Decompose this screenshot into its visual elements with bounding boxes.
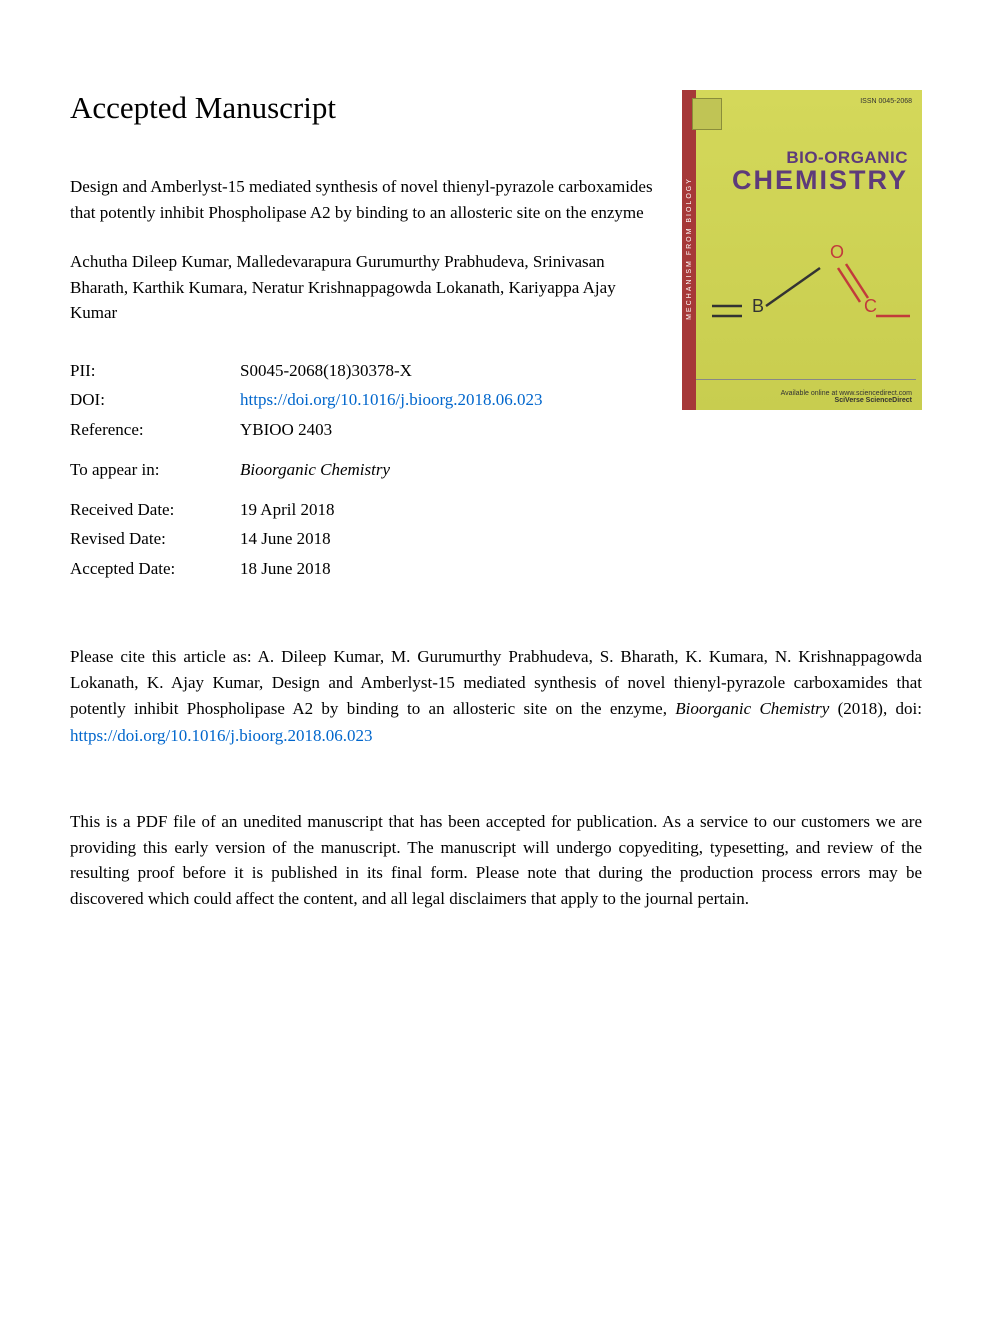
doi-link[interactable]: https://doi.org/10.1016/j.bioorg.2018.06…: [240, 385, 662, 415]
journal-cover: MECHANISM FROM BIOLOGY ISSN 0045-2068 BI…: [682, 90, 922, 410]
meta-value: Bioorganic Chemistry: [240, 455, 662, 485]
sd-logo-text: SciVerse ScienceDirect: [781, 397, 912, 404]
meta-label: PII:: [70, 356, 240, 386]
citation-text: Please cite this article as: A. Dileep K…: [70, 644, 922, 749]
spine-text: MECHANISM FROM BIOLOGY: [686, 166, 693, 331]
meta-row-accepted: Accepted Date: 18 June 2018: [70, 554, 662, 584]
meta-label: To appear in:: [70, 455, 240, 485]
disclaimer-text: This is a PDF file of an unedited manusc…: [70, 809, 922, 911]
meta-row-appear-in: To appear in: Bioorganic Chemistry: [70, 455, 662, 485]
svg-text:O: O: [830, 242, 844, 262]
authors: Achutha Dileep Kumar, Malledevarapura Gu…: [70, 249, 662, 326]
meta-label: Received Date:: [70, 495, 240, 525]
metadata-block: PII: S0045-2068(18)30378-X DOI: https://…: [70, 356, 662, 584]
journal-name: BIO-ORGANIC CHEMISTRY: [682, 130, 922, 194]
meta-value: 18 June 2018: [240, 554, 662, 584]
meta-label: Reference:: [70, 415, 240, 445]
meta-label: Accepted Date:: [70, 554, 240, 584]
citation-journal: Bioorganic Chemistry: [675, 699, 829, 718]
journal-chem: CHEMISTRY: [682, 168, 908, 194]
meta-value: 19 April 2018: [240, 495, 662, 525]
meta-row-received: Received Date: 19 April 2018: [70, 495, 662, 525]
page-heading: Accepted Manuscript: [70, 90, 662, 126]
meta-row-pii: PII: S0045-2068(18)30378-X: [70, 356, 662, 386]
meta-row-reference: Reference: YBIOO 2403: [70, 415, 662, 445]
svg-text:B: B: [752, 296, 764, 316]
meta-value: 14 June 2018: [240, 524, 662, 554]
cover-spine: MECHANISM FROM BIOLOGY: [682, 90, 696, 410]
citation-year: (2018), doi:: [829, 699, 922, 718]
cover-footer: Available online at www.sciencedirect.co…: [781, 390, 912, 404]
meta-value: YBIOO 2403: [240, 415, 662, 445]
citation-doi-link[interactable]: https://doi.org/10.1016/j.bioorg.2018.06…: [70, 726, 373, 745]
sciencedirect-text: Available online at www.sciencedirect.co…: [781, 390, 912, 397]
meta-row-doi: DOI: https://doi.org/10.1016/j.bioorg.20…: [70, 385, 662, 415]
meta-label: Revised Date:: [70, 524, 240, 554]
meta-value: S0045-2068(18)30378-X: [240, 356, 662, 386]
cover-divider: [696, 379, 916, 380]
meta-row-revised: Revised Date: 14 June 2018: [70, 524, 662, 554]
meta-label: DOI:: [70, 385, 240, 415]
svg-text:C: C: [864, 296, 877, 316]
molecule-diagram: B O C: [712, 240, 912, 350]
issn-text: ISSN 0045-2068: [860, 98, 912, 130]
elsevier-logo-icon: [692, 98, 722, 130]
article-title: Design and Amberlyst-15 mediated synthes…: [70, 174, 662, 225]
